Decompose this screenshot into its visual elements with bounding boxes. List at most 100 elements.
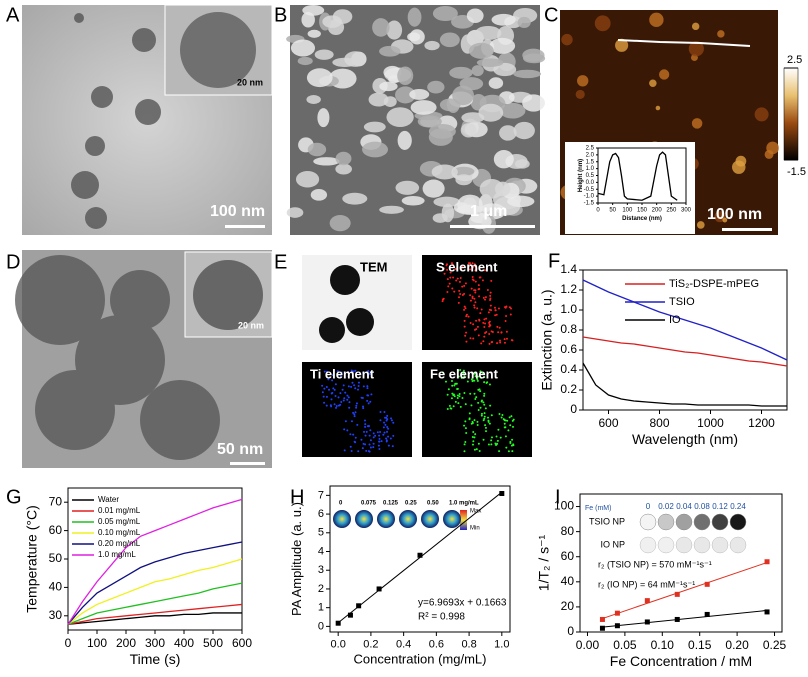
element-dot	[462, 376, 465, 379]
element-dot	[347, 370, 350, 373]
element-dot	[362, 385, 365, 388]
flake	[395, 180, 420, 195]
element-dot	[474, 269, 477, 272]
element-dot	[341, 388, 344, 391]
element-dot	[369, 439, 372, 442]
fe-map	[422, 362, 532, 457]
flake	[478, 103, 504, 122]
data-point	[614, 610, 620, 616]
element-dot	[442, 297, 445, 300]
element-dot	[490, 439, 493, 442]
legend-label: IO	[669, 314, 681, 326]
element-dot	[463, 284, 466, 287]
element-dot	[386, 425, 389, 428]
scale-bar	[225, 225, 265, 228]
element-dot	[480, 414, 483, 417]
panel-letter: E	[274, 251, 287, 273]
colorbar-label: -1.5	[787, 166, 806, 178]
element-dot	[330, 405, 333, 408]
element-dot	[378, 437, 381, 440]
element-dot	[469, 294, 472, 297]
x-tick-label: 250	[666, 207, 677, 213]
element-dot	[321, 384, 324, 387]
element-dot	[335, 405, 338, 408]
element-dot	[461, 265, 464, 268]
element-dot	[364, 443, 367, 446]
element-dot	[488, 342, 491, 345]
element-dot	[476, 378, 479, 381]
fit-line	[602, 609, 768, 628]
element-dot	[476, 325, 479, 328]
element-dot	[467, 315, 470, 318]
element-dot	[476, 375, 479, 378]
element-dot	[323, 387, 326, 390]
spot	[696, 221, 705, 229]
element-dot	[372, 442, 375, 445]
y-tick-label: 40	[49, 580, 63, 594]
element-dot	[472, 323, 475, 326]
legend-label: TiS₂-DSPE-mPEG	[669, 278, 759, 290]
y-tick-label: 1.0	[560, 302, 577, 316]
element-dot	[361, 447, 364, 450]
element-dot	[489, 404, 492, 407]
panel-letter: H	[290, 486, 304, 508]
flake	[388, 75, 401, 84]
element-dot	[342, 384, 345, 387]
flake	[307, 29, 321, 38]
element-dot	[382, 433, 385, 436]
element-dot	[473, 297, 476, 300]
flake	[514, 159, 530, 169]
tile-label: Fe element	[430, 366, 499, 381]
x-tick-label: 100	[622, 207, 633, 213]
element-dot	[474, 291, 477, 294]
element-dot	[469, 337, 472, 340]
element-dot	[463, 325, 466, 328]
element-dot	[470, 404, 473, 407]
element-dot	[484, 426, 487, 429]
element-dot	[347, 375, 350, 378]
data-point	[599, 625, 605, 631]
element-dot	[471, 436, 474, 439]
y-tick-label: 0	[567, 624, 574, 638]
element-dot	[504, 419, 507, 422]
element-dot	[360, 438, 363, 441]
flake	[379, 205, 404, 214]
spot	[615, 38, 629, 52]
flake	[507, 195, 535, 208]
element-dot	[498, 413, 501, 416]
element-dot	[473, 448, 476, 451]
series-line	[597, 151, 678, 201]
element-dot	[471, 262, 474, 265]
element-dot	[459, 369, 462, 372]
flake	[488, 77, 504, 89]
element-dot	[333, 403, 336, 406]
element-dot	[477, 442, 480, 445]
mri-image	[693, 536, 711, 554]
element-dot	[334, 394, 337, 397]
element-dot	[347, 396, 350, 399]
x-tick-label: 1200	[748, 416, 775, 430]
element-dot	[463, 308, 466, 311]
element-dot	[490, 436, 493, 439]
element-dot	[357, 388, 360, 391]
element-dot	[510, 339, 513, 342]
element-dot	[354, 369, 357, 372]
scale-bar-label: 1 μm	[470, 203, 507, 220]
flake	[489, 37, 516, 54]
flake	[307, 142, 327, 157]
element-dot	[348, 401, 351, 404]
element-dot	[349, 445, 352, 448]
element-dot	[454, 267, 457, 270]
element-dot	[354, 387, 357, 390]
element-dot	[446, 393, 449, 396]
element-dot	[483, 326, 486, 329]
element-dot	[378, 448, 381, 451]
element-dot	[454, 382, 457, 385]
element-dot	[364, 425, 367, 428]
element-dot	[387, 444, 390, 447]
element-dot	[474, 433, 477, 436]
element-dot	[358, 373, 361, 376]
y-tick-label: 70	[49, 494, 63, 508]
element-dot	[464, 440, 467, 443]
element-dot	[488, 321, 491, 324]
